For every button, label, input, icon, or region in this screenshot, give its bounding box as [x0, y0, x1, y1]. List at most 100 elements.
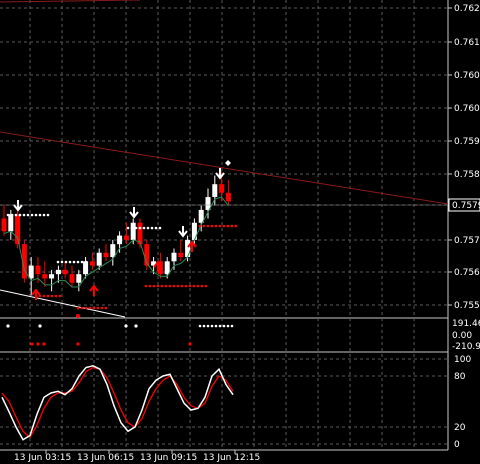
- candle-body: [55, 269, 61, 275]
- candle-body: [42, 274, 48, 279]
- support-dot: [218, 224, 222, 228]
- support-dot: [198, 224, 202, 228]
- indicator-dot: [36, 342, 40, 346]
- arrow-up-icon: [89, 284, 99, 296]
- stochastic-main-line: [1, 365, 234, 441]
- current-price-label: 0.7579: [452, 201, 480, 211]
- indicator-dot: [30, 342, 34, 346]
- candle-body: [8, 214, 14, 232]
- arrow-down-icon: [215, 168, 225, 180]
- resistance-dot: [130, 226, 134, 230]
- support-dot: [196, 284, 200, 288]
- price-label: 0.7556: [454, 301, 480, 311]
- resistance-dot: [146, 226, 150, 230]
- candle-body: [83, 261, 89, 275]
- price-label: 0.7586: [454, 170, 480, 180]
- candle-body: [191, 222, 197, 240]
- indicator-dot: [38, 324, 42, 328]
- resistance-dot: [38, 213, 42, 217]
- candle-body: [151, 261, 157, 266]
- resistance-dot: [138, 226, 142, 230]
- support-dot: [84, 306, 88, 310]
- support-dot: [160, 284, 164, 288]
- oscillator-label: 20: [454, 423, 466, 433]
- support-dot: [76, 306, 80, 310]
- resistance-dot: [84, 260, 88, 264]
- resistance-dot: [42, 213, 46, 217]
- resistance-dot: [64, 260, 68, 264]
- resistance-dot: [18, 213, 22, 217]
- candle-body: [110, 244, 116, 258]
- candle-body: [164, 261, 170, 275]
- oscillator-label: 0: [454, 440, 460, 450]
- resistance-dot: [10, 213, 14, 217]
- support-dot: [176, 284, 180, 288]
- candle-body: [198, 209, 204, 223]
- price-label: 0.7608: [454, 71, 480, 81]
- current-price-box: [448, 198, 480, 212]
- candle-body: [219, 184, 225, 193]
- arrow-up-icon: [187, 240, 197, 252]
- resistance-dot: [154, 226, 158, 230]
- support-dot: [54, 294, 58, 298]
- candle-body: [69, 274, 75, 283]
- resistance-dot: [14, 213, 18, 217]
- indicator-dot: [214, 324, 218, 328]
- diamond-marker: [225, 160, 231, 166]
- candle-body: [225, 192, 231, 202]
- indicator-dot: [76, 342, 80, 346]
- resistance-dot: [34, 213, 38, 217]
- channel-line: [0, 289, 126, 318]
- indicator-dot: [222, 324, 226, 328]
- candle-body: [157, 261, 163, 275]
- support-dot: [226, 224, 230, 228]
- candle-body: [144, 244, 150, 266]
- candle-body: [178, 252, 184, 258]
- resistance-dot: [142, 226, 146, 230]
- resistance-dot: [30, 213, 34, 217]
- price-label: 0.7563: [454, 268, 480, 278]
- indicator-dot: [206, 324, 210, 328]
- candle-body: [1, 218, 7, 232]
- indicator-dot: [218, 324, 222, 328]
- resistance-dot: [6, 213, 10, 217]
- support-dot: [46, 294, 50, 298]
- candle-body: [130, 222, 136, 240]
- indicator-dot: [226, 324, 230, 328]
- price-label: 0.7601: [454, 104, 480, 114]
- indicator-label: 191.464: [452, 319, 480, 329]
- candle-body: [21, 244, 27, 279]
- time-label: 13 Jun 03:15: [14, 453, 71, 463]
- candle-body: [15, 214, 21, 245]
- candle-body: [123, 235, 129, 240]
- arrow-down-icon: [129, 207, 139, 219]
- resistance-dot: [26, 213, 30, 217]
- support-dot: [58, 294, 62, 298]
- indicator-label: 0.00: [452, 331, 472, 341]
- candle-body: [49, 274, 55, 279]
- candle-body: [89, 261, 95, 266]
- resistance-dot: [68, 260, 72, 264]
- candle-body: [35, 265, 41, 275]
- indicator-dot: [124, 324, 128, 328]
- support-dot: [100, 306, 104, 310]
- indicator-dot: [230, 324, 234, 328]
- support-dot: [80, 306, 84, 310]
- indicator-dot: [202, 324, 206, 328]
- support-dot: [50, 294, 54, 298]
- resistance-dot: [126, 226, 130, 230]
- support-dot: [204, 284, 208, 288]
- candle-body: [103, 252, 109, 258]
- support-dot: [214, 224, 218, 228]
- resistance-dot: [72, 260, 76, 264]
- trendline: [0, 131, 449, 205]
- time-label: 13 Jun 09:15: [140, 453, 197, 463]
- candle-body: [205, 197, 211, 210]
- indicator-dot: [42, 342, 46, 346]
- support-dot: [168, 284, 172, 288]
- support-dot: [92, 306, 96, 310]
- candle-body: [137, 222, 143, 245]
- oscillator-label: 100: [454, 355, 471, 365]
